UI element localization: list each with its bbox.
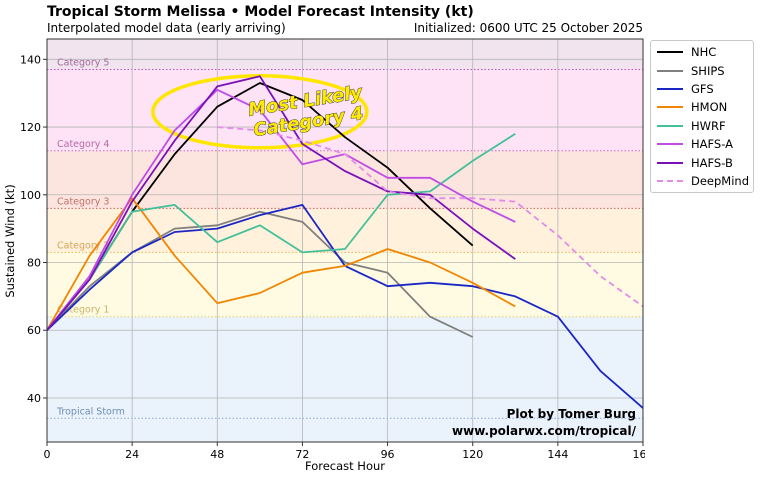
x-tick-label: 168	[633, 448, 646, 461]
series-lines	[47, 75, 643, 409]
category-label: Category 2	[57, 240, 109, 251]
legend-swatch	[657, 161, 683, 164]
legend-item-ships: SHIPS	[651, 61, 753, 79]
legend-label: DeepMind	[691, 173, 750, 188]
chart-title: Tropical Storm Melissa • Model Forecast …	[47, 4, 474, 20]
legend-label: HWRF	[691, 118, 726, 133]
x-tick-label: 24	[125, 448, 139, 461]
series-hafs-a-line	[47, 88, 516, 331]
legend-label: NHC	[691, 45, 717, 60]
series-hafs-b-line	[47, 75, 516, 331]
category-label: Category 3	[57, 196, 109, 207]
y-tick-label: 40	[27, 392, 41, 405]
legend-swatch	[657, 69, 683, 72]
band-2	[47, 208, 643, 253]
y-tick-label: 120	[20, 121, 41, 134]
legend-item-nhc: NHC	[651, 43, 753, 61]
legend-item-gfs: GFS	[651, 80, 753, 98]
category-label: Category 5	[57, 57, 109, 68]
legend-swatch	[657, 179, 683, 182]
legend-item-hmon: HMON	[651, 98, 753, 116]
grid-lines	[46, 39, 644, 442]
series-hwrf-line	[47, 133, 516, 331]
x-tick-label: 96	[381, 448, 395, 461]
legend-swatch	[657, 51, 683, 54]
legend-item-deepmind: DeepMind	[651, 172, 753, 190]
legend-label: HAFS-A	[691, 137, 733, 152]
intensity-chart: Tropical Storm Category 1 Category 2 Catego…	[3, 38, 646, 473]
legend-label: SHIPS	[691, 63, 725, 78]
x-tick-label: 0	[44, 448, 51, 461]
y-tick-label: 100	[20, 189, 41, 202]
credit-line-2: www.polarwx.com/tropical/	[452, 424, 637, 438]
category-label: Category 4	[57, 139, 109, 150]
y-tick-label: 60	[27, 324, 41, 337]
legend-label: GFS	[691, 81, 714, 96]
category-label: Tropical Storm	[56, 406, 125, 417]
y-tick-label: 140	[20, 53, 41, 66]
legend-swatch	[657, 87, 683, 90]
y-axis-label: Sustained Wind (kt)	[3, 184, 17, 297]
chart-subtitle: Interpolated model data (early arriving)	[47, 21, 286, 35]
plot-frame	[46, 38, 644, 443]
legend-label: HAFS-B	[691, 155, 733, 170]
category-label: Category 1	[57, 305, 109, 316]
x-axis-ticks: 0 24 48 72 96 120 144 168	[44, 442, 646, 461]
initialization-time: Initialized: 0600 UTC 25 October 2025	[413, 21, 643, 35]
x-tick-label: 72	[295, 448, 309, 461]
x-tick-label: 48	[210, 448, 224, 461]
x-axis-label: Forecast Hour	[305, 459, 385, 473]
band-3	[47, 150, 643, 209]
credit-line-1: Plot by Tomer Burg	[507, 407, 636, 421]
legend-item-hwrf: HWRF	[651, 117, 753, 135]
x-tick-label: 120	[462, 448, 483, 461]
legend-item-hafs-a: HAFS-A	[651, 135, 753, 153]
legend-label: HMON	[691, 100, 728, 115]
category-labels: Tropical Storm Category 1 Category 2 Catego…	[56, 57, 125, 417]
band-5	[47, 39, 643, 70]
category-bands	[47, 39, 643, 442]
series-deepmind-line	[217, 126, 643, 308]
legend: NHC SHIPS GFS HMON HWRF HAFS-A HAFS-B DeepMind	[650, 40, 754, 194]
y-axis-ticks: 40 60 80 100 120 140	[20, 53, 47, 405]
legend-swatch	[657, 124, 683, 127]
x-tick-label: 144	[547, 448, 568, 461]
legend-swatch	[657, 143, 683, 146]
y-tick-label: 80	[27, 257, 41, 270]
legend-item-hafs-b: HAFS-B	[651, 153, 753, 171]
legend-swatch	[657, 106, 683, 109]
band-0	[47, 316, 643, 442]
